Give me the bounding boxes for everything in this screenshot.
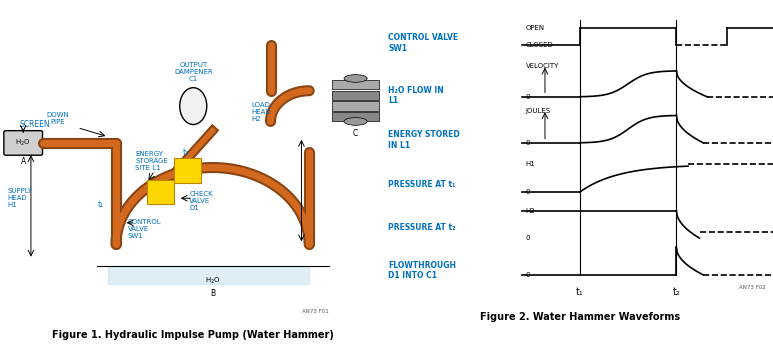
Text: C: C	[353, 129, 358, 138]
Text: 0: 0	[526, 189, 530, 195]
Polygon shape	[147, 180, 174, 205]
Text: 0: 0	[526, 94, 530, 100]
Text: ENERGY
STORAGE
SITE L1: ENERGY STORAGE SITE L1	[135, 151, 169, 171]
Text: t₁: t₁	[576, 287, 584, 297]
Text: 0: 0	[526, 272, 530, 278]
Text: AN73 F02: AN73 F02	[738, 285, 765, 290]
Text: CLOSED: CLOSED	[526, 42, 553, 48]
Ellipse shape	[344, 75, 367, 82]
Text: Figure 2. Water Hammer Waveforms: Figure 2. Water Hammer Waveforms	[480, 312, 679, 322]
Text: H2: H2	[526, 208, 535, 214]
Text: VELOCITY: VELOCITY	[526, 63, 559, 69]
Bar	[332, 91, 379, 100]
Text: PRESSURE AT t₂: PRESSURE AT t₂	[389, 223, 456, 232]
Text: JOULES: JOULES	[526, 108, 551, 114]
Bar	[332, 112, 379, 121]
Text: SUPPLY
HEAD
H1: SUPPLY HEAD H1	[8, 188, 32, 208]
Text: OPEN: OPEN	[526, 25, 545, 31]
Text: 0: 0	[526, 235, 530, 241]
Text: CHECK
VALVE
D1: CHECK VALVE D1	[189, 191, 213, 211]
Text: H1: H1	[526, 162, 536, 168]
Text: Figure 1. Hydraulic Impulse Pump (Water Hammer): Figure 1. Hydraulic Impulse Pump (Water …	[53, 330, 334, 340]
Text: SCREEN: SCREEN	[19, 120, 50, 129]
Ellipse shape	[344, 118, 367, 125]
Bar	[332, 80, 379, 89]
Ellipse shape	[180, 88, 207, 125]
Text: t₂: t₂	[182, 148, 189, 157]
Text: AN73 F01: AN73 F01	[301, 309, 329, 314]
Text: H$_2$O: H$_2$O	[205, 276, 220, 286]
Text: t₁: t₁	[97, 200, 104, 209]
Text: ENERGY STORED
IN L1: ENERGY STORED IN L1	[389, 130, 460, 150]
Text: B: B	[210, 289, 215, 298]
Text: OUTPUT
DAMPENER
C1: OUTPUT DAMPENER C1	[174, 62, 213, 82]
Bar	[332, 102, 379, 111]
Polygon shape	[174, 158, 201, 183]
Text: FLOWTHROUGH
D1 INTO C1: FLOWTHROUGH D1 INTO C1	[389, 261, 456, 280]
Text: LOAD
HEAD
H2: LOAD HEAD H2	[251, 102, 271, 122]
Text: t₂: t₂	[673, 287, 680, 297]
Text: 0: 0	[526, 140, 530, 146]
Text: CONTROL
VALVE
SW1: CONTROL VALVE SW1	[128, 219, 161, 239]
Text: H₂O FLOW IN
L1: H₂O FLOW IN L1	[389, 86, 444, 105]
Text: DOWN
PIPE: DOWN PIPE	[46, 112, 70, 125]
Text: CONTROL VALVE
SW1: CONTROL VALVE SW1	[389, 34, 458, 53]
FancyBboxPatch shape	[4, 131, 43, 155]
Text: PRESSURE AT t₁: PRESSURE AT t₁	[389, 180, 456, 189]
Text: H$_2$O: H$_2$O	[15, 138, 31, 148]
Text: A: A	[21, 157, 26, 166]
